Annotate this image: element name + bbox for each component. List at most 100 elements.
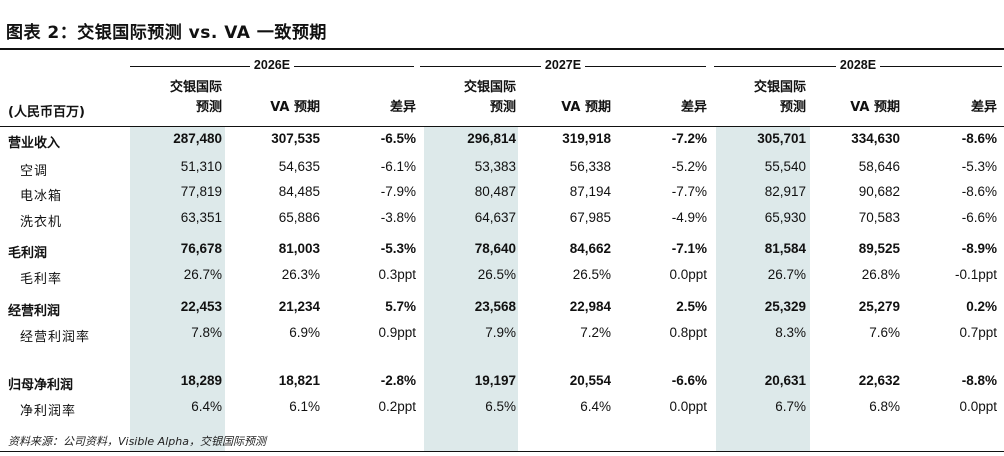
table-cell: -8.6% — [961, 131, 997, 146]
table-cell: 76,678 — [180, 241, 222, 256]
table-cell: -7.9% — [380, 184, 416, 199]
header-bocom-line2: 预测 — [779, 100, 806, 115]
table-cell: 305,701 — [757, 131, 806, 146]
table-cell: 53,383 — [474, 159, 516, 174]
unit-label: (人民币百万) — [8, 105, 85, 120]
header-difference: 差异 — [680, 100, 707, 115]
row-label: 归母净利润 — [8, 378, 74, 393]
year-rule-right — [585, 66, 706, 67]
header-bocom-forecast: 交银国际 预测 — [436, 78, 516, 118]
title-divider — [0, 48, 1004, 50]
table-cell: -6.1% — [380, 159, 416, 174]
table-cell: 26.7% — [183, 267, 222, 282]
header-bocom-line1: 交银国际 — [753, 80, 806, 95]
table-cell: 26.5% — [572, 267, 611, 282]
table-cell: -5.3% — [380, 241, 416, 256]
year-label: 2026E — [253, 58, 291, 72]
table-cell: 21,234 — [278, 299, 320, 314]
table-cell: 7.2% — [580, 325, 611, 340]
table-cell: 319,918 — [562, 131, 611, 146]
table-cell: -3.8% — [380, 210, 416, 225]
table-cell: 6.4% — [191, 399, 222, 414]
row-label: 经营利润 — [8, 304, 61, 319]
table-cell: 22,453 — [180, 299, 222, 314]
table-cell: 20,631 — [764, 373, 806, 388]
row-label: 空调 — [20, 164, 49, 179]
table-cell: 18,289 — [180, 373, 222, 388]
table-cell: -6.6% — [961, 210, 997, 225]
table-cell: 6.7% — [775, 399, 806, 414]
table-cell: -6.6% — [671, 373, 707, 388]
table-cell: 6.5% — [485, 399, 516, 414]
table-cell: 287,480 — [173, 131, 222, 146]
table-cell: 6.9% — [289, 325, 320, 340]
table-cell: 22,632 — [858, 373, 900, 388]
table-cell: 20,554 — [569, 373, 611, 388]
table-cell: -7.7% — [671, 184, 707, 199]
year-label: 2027E — [544, 58, 582, 72]
table-cell: 334,630 — [851, 131, 900, 146]
row-label: 电冰箱 — [20, 189, 63, 204]
table-cell: 70,583 — [858, 210, 900, 225]
table-cell: -7.2% — [671, 131, 707, 146]
table-cell: 0.0ppt — [669, 267, 707, 282]
year-header-1: 2026E — [130, 58, 414, 74]
table-cell: -5.2% — [671, 159, 707, 174]
table-cell: 6.8% — [869, 399, 900, 414]
table-cell: 25,329 — [764, 299, 806, 314]
table-cell: 0.9ppt — [378, 325, 416, 340]
table-cell: -0.1ppt — [954, 267, 997, 282]
table-cell: -4.9% — [671, 210, 707, 225]
row-label: 毛利率 — [20, 272, 63, 287]
year-rule-left — [714, 66, 836, 67]
table-cell: 18,821 — [278, 373, 320, 388]
table-cell: 89,525 — [858, 241, 900, 256]
table-cell: 22,984 — [569, 299, 611, 314]
table-cell: -8.6% — [961, 184, 997, 199]
table-cell: 84,662 — [569, 241, 611, 256]
table-cell: 0.2ppt — [378, 399, 416, 414]
table-cell: 67,985 — [569, 210, 611, 225]
header-bocom-forecast: 交银国际 预测 — [142, 78, 222, 118]
table-cell: 81,003 — [278, 241, 320, 256]
row-label: 毛利润 — [8, 246, 48, 261]
year-rule-right — [880, 66, 1002, 67]
page-title: 图表 2：交银国际预测 vs. VA 一致预期 — [6, 23, 327, 43]
table-cell: 0.7ppt — [959, 325, 997, 340]
shade-column-1 — [130, 127, 225, 451]
table-cell: 0.0ppt — [669, 399, 707, 414]
year-rule-left — [420, 66, 541, 67]
table-cell: 6.4% — [580, 399, 611, 414]
header-divider — [0, 126, 1004, 127]
table-cell: 0.2% — [966, 299, 997, 314]
table-cell: 6.1% — [289, 399, 320, 414]
row-label: 营业收入 — [8, 136, 61, 151]
year-rule-left — [130, 66, 250, 67]
table-bottom-divider — [0, 451, 1004, 452]
table-cell: 5.7% — [385, 299, 416, 314]
table-cell: 78,640 — [474, 241, 516, 256]
table-cell: 77,819 — [180, 184, 222, 199]
year-header-3: 2028E — [714, 58, 1002, 74]
table-cell: 307,535 — [271, 131, 320, 146]
table-cell: 64,637 — [474, 210, 516, 225]
table-cell: 0.3ppt — [378, 267, 416, 282]
table-cell: 58,646 — [858, 159, 900, 174]
table-cell: 26.8% — [861, 267, 900, 282]
table-cell: 65,930 — [764, 210, 806, 225]
table-cell: 0.0ppt — [959, 399, 997, 414]
table-cell: -5.3% — [961, 159, 997, 174]
table-cell: 55,540 — [764, 159, 806, 174]
shade-column-3 — [716, 127, 810, 451]
header-difference: 差异 — [970, 100, 997, 115]
table-cell: 7.8% — [191, 325, 222, 340]
table-cell: 87,194 — [569, 184, 611, 199]
table-cell: -8.9% — [961, 241, 997, 256]
table-cell: 7.9% — [485, 325, 516, 340]
table-cell: 54,635 — [278, 159, 320, 174]
table-cell: 65,886 — [278, 210, 320, 225]
table-cell: -7.1% — [671, 241, 707, 256]
table-cell: 80,487 — [474, 184, 516, 199]
header-va-consensus: VA 预期 — [850, 100, 900, 115]
header-bocom-line1: 交银国际 — [169, 80, 222, 95]
